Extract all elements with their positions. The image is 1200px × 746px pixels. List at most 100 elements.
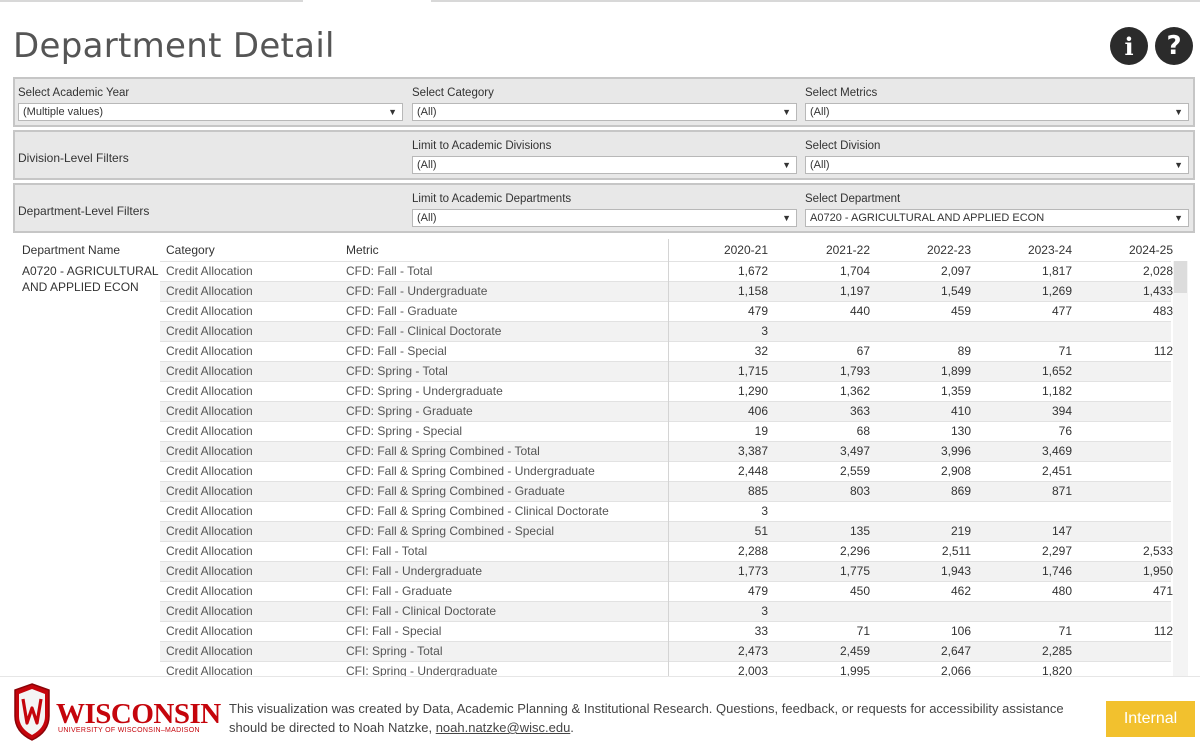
- footer-credits-text: This visualization was created by Data, …: [229, 701, 1064, 735]
- header-year-2023-24[interactable]: 2023-24: [1027, 243, 1072, 257]
- value-cell: 363: [849, 404, 870, 418]
- category-select[interactable]: (All) ▼: [412, 103, 797, 121]
- value-cell: 450: [849, 584, 870, 598]
- value-cell: 219: [950, 524, 971, 538]
- table-row[interactable]: Credit Allocation CFD: Spring - Graduate 4…: [18, 401, 1190, 421]
- header-year-2020-21[interactable]: 2020-21: [723, 243, 768, 257]
- table-row[interactable]: Credit Allocation CFD: Spring - Undergrad…: [18, 381, 1190, 401]
- header-department-name[interactable]: Department Name: [22, 243, 121, 257]
- limit-divisions-filter: Limit to Academic Divisions (All) ▼: [412, 139, 797, 174]
- table-row[interactable]: Credit Allocation CFD: Fall & Spring Comb…: [18, 461, 1190, 481]
- metric-cell: CFD: Spring - Special: [346, 424, 463, 438]
- limit-departments-select[interactable]: (All) ▼: [412, 209, 797, 227]
- academic-year-select[interactable]: (Multiple values) ▼: [18, 103, 403, 121]
- metric-cell: CFD: Fall & Spring Combined - Clinical D…: [346, 504, 609, 518]
- table-row[interactable]: Credit Allocation CFI: Spring - Total 2,47…: [18, 641, 1190, 661]
- row-background: [160, 421, 1171, 441]
- limit-divisions-value: (All): [417, 159, 437, 171]
- uw-madison-logo[interactable]: WISCONSIN UNIVERSITY OF WISCONSIN–MADISO…: [12, 682, 221, 742]
- row-background: [160, 621, 1171, 641]
- metrics-select[interactable]: (All) ▼: [805, 103, 1189, 121]
- table-row[interactable]: Credit Allocation CFI: Fall - Undergradua…: [18, 561, 1190, 581]
- value-cell: 1,672: [737, 264, 768, 278]
- value-cell: 2,559: [839, 464, 870, 478]
- department-name-line: AND APPLIED ECON: [22, 280, 139, 294]
- value-cell: 1,746: [1041, 564, 1072, 578]
- table-row[interactable]: Credit Allocation CFD: Spring - Total 1,71…: [18, 361, 1190, 381]
- row-background: [160, 561, 1171, 581]
- header-metric[interactable]: Metric: [346, 243, 379, 257]
- info-icon[interactable]: i: [1110, 27, 1148, 65]
- table-row[interactable]: Credit Allocation CFD: Fall & Spring Comb…: [18, 501, 1190, 521]
- metric-cell: CFD: Fall - Undergraduate: [346, 284, 488, 298]
- value-cell: 1,943: [940, 564, 971, 578]
- table-body: Credit Allocation CFD: Fall - Total 1,672 1…: [18, 261, 1190, 677]
- table-row[interactable]: Credit Allocation CFI: Fall - Graduate 479…: [18, 581, 1190, 601]
- department-name-cell[interactable]: A0720 - AGRICULTURAL AND APPLIED ECON: [22, 263, 162, 295]
- contact-email-link[interactable]: noah.natzke@wisc.edu: [435, 720, 571, 735]
- metric-cell: CFD: Fall & Spring Combined - Graduate: [346, 484, 565, 498]
- table-row[interactable]: Credit Allocation CFI: Fall - Special 33 71…: [18, 621, 1190, 641]
- row-background: [160, 361, 1171, 381]
- division-select[interactable]: (All) ▼: [805, 156, 1189, 174]
- filter-band-department: Department-Level Filters Limit to Academ…: [13, 183, 1195, 233]
- value-cell: 2,296: [839, 544, 870, 558]
- chevron-down-icon: ▼: [1174, 213, 1183, 223]
- value-cell: 67: [856, 344, 870, 358]
- row-background: [160, 661, 1171, 677]
- value-cell: 1,549: [940, 284, 971, 298]
- row-background: [160, 641, 1171, 661]
- table-row[interactable]: Credit Allocation CFD: Fall - Undergradua…: [18, 281, 1190, 301]
- value-cell: 483: [1152, 304, 1173, 318]
- table-row[interactable]: Credit Allocation CFI: Fall - Total 2,288 2…: [18, 541, 1190, 561]
- table-row[interactable]: Credit Allocation CFI: Spring - Undergrad…: [18, 661, 1190, 677]
- help-icon[interactable]: ?: [1155, 27, 1193, 65]
- division-label: Select Division: [805, 140, 881, 152]
- metric-cell: CFD: Spring - Graduate: [346, 404, 473, 418]
- table-row[interactable]: Credit Allocation CFI: Fall - Clinical Do…: [18, 601, 1190, 621]
- table-row[interactable]: Credit Allocation CFD: Spring - Special 19…: [18, 421, 1190, 441]
- row-background: [160, 581, 1171, 601]
- top-tab-strip: [0, 0, 1200, 2]
- row-background: [160, 321, 1171, 341]
- header-year-2022-23[interactable]: 2022-23: [926, 243, 971, 257]
- table-row[interactable]: Credit Allocation CFD: Fall - Clinical Do…: [18, 321, 1190, 341]
- value-cell: 2,297: [1041, 544, 1072, 558]
- filter-band-general: Select Academic Year (Multiple values) ▼ …: [13, 77, 1195, 127]
- division-filter: Select Division (All) ▼: [805, 139, 1189, 174]
- limit-divisions-label: Limit to Academic Divisions: [412, 140, 552, 152]
- category-cell: Credit Allocation: [166, 424, 253, 438]
- row-background: [160, 301, 1171, 321]
- table-row[interactable]: Credit Allocation CFD: Fall & Spring Comb…: [18, 481, 1190, 501]
- value-cell: 477: [1051, 304, 1072, 318]
- value-cell: 2,097: [940, 264, 971, 278]
- header-year-2024-25[interactable]: 2024-25: [1128, 243, 1173, 257]
- category-cell: Credit Allocation: [166, 364, 253, 378]
- header-year-2021-22[interactable]: 2021-22: [825, 243, 870, 257]
- table-row[interactable]: Credit Allocation CFD: Fall - Total 1,672 1…: [18, 261, 1190, 281]
- value-cell: 2,647: [940, 644, 971, 658]
- value-cell: 1,773: [737, 564, 768, 578]
- value-cell: 3,387: [737, 444, 768, 458]
- value-cell: 1,817: [1041, 264, 1072, 278]
- value-cell: 3: [761, 604, 768, 618]
- metric-cell: CFD: Spring - Total: [346, 364, 448, 378]
- table-scrollbar-thumb[interactable]: [1174, 261, 1187, 293]
- division-value: (All): [810, 159, 830, 171]
- value-cell: 462: [950, 584, 971, 598]
- department-select[interactable]: A0720 - AGRICULTURAL AND APPLIED ECON ▼: [805, 209, 1189, 227]
- table-row[interactable]: Credit Allocation CFD: Fall - Graduate 479…: [18, 301, 1190, 321]
- table-row[interactable]: Credit Allocation CFD: Fall - Special 32 67…: [18, 341, 1190, 361]
- table-row[interactable]: Credit Allocation CFD: Fall & Spring Comb…: [18, 521, 1190, 541]
- limit-divisions-select[interactable]: (All) ▼: [412, 156, 797, 174]
- header-category[interactable]: Category: [166, 243, 215, 257]
- category-cell: Credit Allocation: [166, 564, 253, 578]
- value-cell: 19: [754, 424, 768, 438]
- department-name-line: A0720 - AGRICULTURAL: [22, 264, 159, 278]
- logo-wordmark: WISCONSIN: [56, 698, 221, 730]
- chevron-down-icon: ▼: [1174, 160, 1183, 170]
- metric-cell: CFI: Fall - Undergraduate: [346, 564, 483, 578]
- value-cell: 479: [747, 304, 768, 318]
- table-row[interactable]: Credit Allocation CFD: Fall & Spring Comb…: [18, 441, 1190, 461]
- table-scrollbar[interactable]: [1173, 261, 1188, 677]
